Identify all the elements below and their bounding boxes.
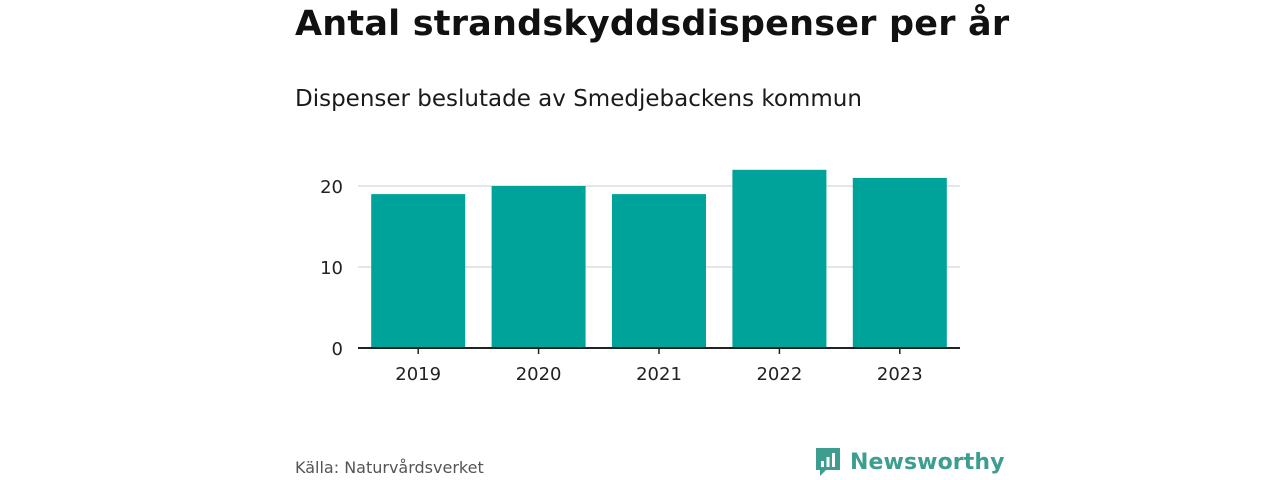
x-tick-label: 2021 (636, 364, 682, 385)
bar (732, 169, 827, 348)
x-tick-label: 2020 (516, 364, 562, 385)
chart-subtitle: Dispenser beslutade av Smedjebackens kom… (295, 86, 862, 112)
y-tick-label: 10 (320, 258, 343, 279)
newsworthy-icon (816, 448, 840, 476)
bars (371, 169, 947, 348)
brand-name: Newsworthy (850, 449, 1005, 475)
source-note: Källa: Naturvårdsverket (295, 458, 484, 477)
bar (371, 194, 466, 348)
y-tick-label: 0 (332, 339, 343, 360)
bar (852, 177, 947, 348)
x-tick-label: 2019 (395, 364, 441, 385)
x-tick-label: 2022 (756, 364, 802, 385)
newsworthy-logo[interactable]: Newsworthy (814, 446, 1005, 478)
x-tick-label: 2023 (877, 364, 923, 385)
bar (612, 194, 706, 348)
axes: 0 10 20 2019 2020 2021 2022 2023 (320, 177, 960, 385)
bar (491, 186, 586, 348)
chart-title: Antal strandskyddsdispenser per år (295, 4, 1010, 44)
y-tick-label: 20 (320, 177, 343, 198)
